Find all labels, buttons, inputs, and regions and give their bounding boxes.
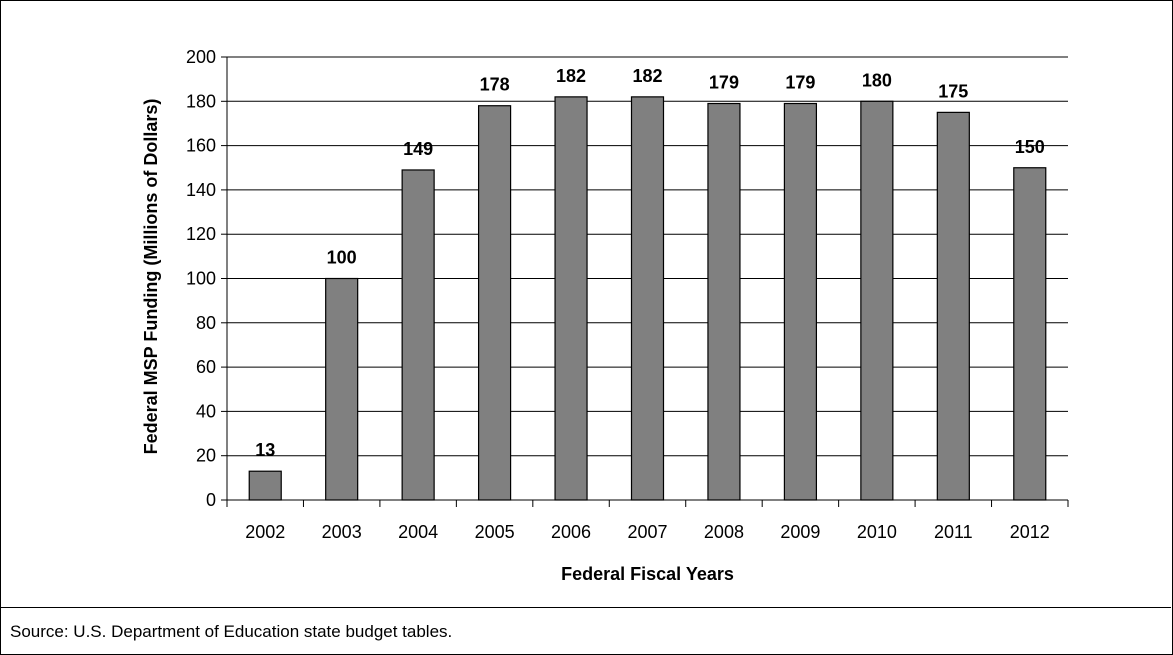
x-tick-label: 2004 (398, 522, 438, 542)
data-label: 175 (938, 81, 968, 101)
y-tick-label: 60 (196, 357, 216, 377)
data-label: 179 (785, 73, 815, 93)
bar (325, 277, 359, 501)
axes (221, 56, 1069, 507)
source-divider (0, 607, 1171, 608)
y-axis-title: Federal MSP Funding (Millions of Dollars… (141, 99, 161, 455)
data-label: 182 (632, 66, 662, 86)
x-tick-label: 2002 (245, 522, 285, 542)
y-tick-label: 100 (186, 269, 216, 289)
data-label: 180 (862, 70, 892, 90)
x-tick-label: 2010 (857, 522, 897, 542)
bar (477, 105, 512, 501)
x-tick-label: 2011 (934, 522, 973, 542)
data-label: 182 (556, 66, 586, 86)
y-tick-labels: 0 20 40 60 80 100 120 140 160 180 200 (186, 47, 216, 510)
x-tick-label: 2008 (704, 522, 744, 542)
data-label: 178 (480, 75, 510, 95)
bar (554, 96, 588, 501)
data-label: 150 (1015, 137, 1045, 157)
source-note: Source: U.S. Department of Education sta… (10, 622, 453, 641)
bar-chart: 0 20 40 60 80 100 120 140 160 180 200 2002 2003 2004… (141, 47, 1069, 584)
x-axis-title: Federal Fiscal Years (561, 564, 734, 584)
data-label: 100 (327, 248, 357, 268)
bar (401, 169, 435, 501)
data-labels: 13 100 149 178 182 182 179 179 180 175 150 (255, 66, 1045, 460)
x-tick-label: 2012 (1010, 522, 1050, 542)
y-tick-label: 180 (186, 91, 216, 111)
bar (248, 470, 282, 501)
bar (936, 111, 970, 501)
bar (707, 102, 741, 501)
y-tick-label: 140 (186, 180, 216, 200)
x-tick-labels: 2002 2003 2004 2005 2006 2007 2008 2009 2010 2011… (245, 522, 1050, 542)
x-tick-label: 2005 (475, 522, 515, 542)
data-label: 179 (709, 73, 739, 93)
y-tick-label: 200 (186, 47, 216, 67)
bar (630, 96, 665, 501)
x-tick-label: 2009 (780, 522, 820, 542)
y-tick-label: 80 (196, 313, 216, 333)
y-tick-label: 120 (186, 224, 216, 244)
data-label: 149 (403, 139, 433, 159)
y-tick-label: 160 (186, 136, 216, 156)
y-tick-label: 20 (196, 446, 216, 466)
x-tick-label: 2006 (551, 522, 591, 542)
data-label: 13 (255, 440, 275, 460)
bars (248, 96, 1047, 501)
bar (1013, 167, 1047, 501)
y-tick-label: 40 (196, 401, 216, 421)
x-tick-label: 2003 (322, 522, 362, 542)
bar (860, 100, 894, 501)
bar (783, 102, 818, 501)
y-tick-label: 0 (206, 490, 216, 510)
x-tick-label: 2007 (627, 522, 667, 542)
